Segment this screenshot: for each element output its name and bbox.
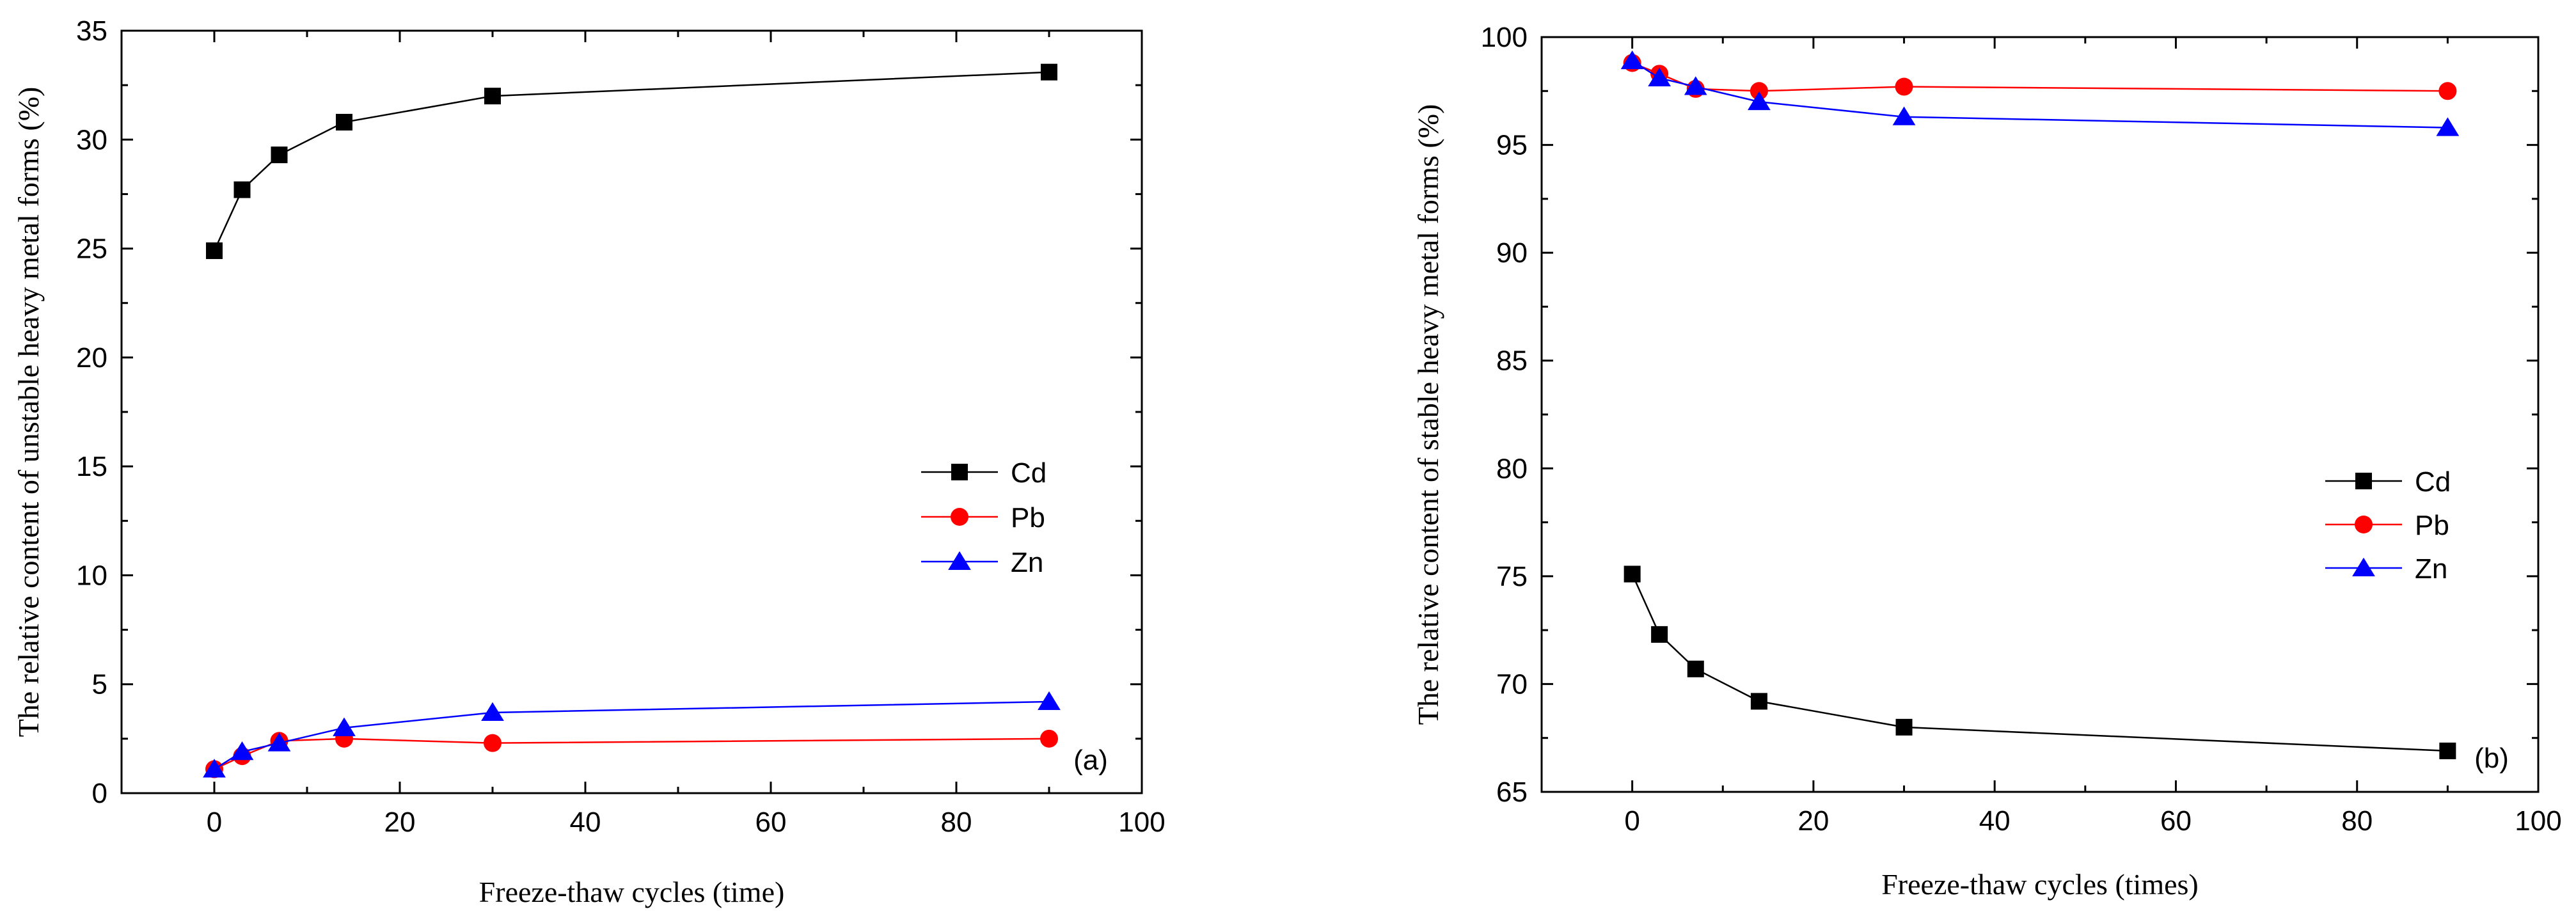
data-point-zn: [203, 759, 226, 778]
data-point-pb: [484, 734, 502, 752]
y-tick-label: 30: [76, 124, 107, 155]
x-tick-label: 40: [1979, 805, 2011, 837]
data-point-cd: [2439, 742, 2456, 759]
data-point-zn: [1684, 76, 1707, 95]
y-tick-label: 100: [1481, 22, 1528, 53]
series-line-cd: [1631, 573, 2448, 752]
x-tick-label: 0: [207, 807, 222, 838]
legend-marker-cd: [2355, 473, 2372, 489]
data-point-cd: [1624, 565, 1641, 583]
y-tick-label: 90: [1496, 237, 1528, 269]
y-tick-label: 80: [1496, 453, 1528, 484]
x-tick-label: 20: [384, 807, 416, 838]
x-tick-label: 80: [2341, 805, 2373, 837]
y-tick-label: 65: [1496, 777, 1528, 808]
data-point-cd: [1750, 693, 1767, 710]
data-point-zn: [2436, 117, 2460, 136]
legend-label-zn: Zn: [1011, 547, 1043, 578]
y-tick-label: 5: [92, 669, 107, 700]
data-point-cd: [1895, 718, 1913, 736]
legend-label-zn: Zn: [2415, 553, 2447, 585]
y-axis-title: The relative content of stable heavy met…: [1412, 104, 1444, 725]
y-tick-label: 0: [92, 778, 107, 809]
data-point-zn: [1620, 50, 1644, 70]
data-point-cd: [1041, 63, 1057, 81]
data-point-cd: [206, 242, 223, 259]
data-point-cd: [484, 88, 501, 105]
y-tick-label: 15: [76, 451, 107, 482]
data-point-cd: [271, 146, 288, 164]
legend-marker-pb: [951, 508, 968, 526]
y-tick-label: 25: [76, 233, 107, 265]
series-pb: [205, 729, 1058, 778]
legend-label-pb: Pb: [1011, 502, 1045, 533]
data-point-pb: [2438, 82, 2457, 100]
data-point-zn: [1038, 691, 1061, 710]
data-point-zn: [230, 741, 254, 761]
series-cd: [1624, 565, 2456, 759]
data-point-cd: [1687, 660, 1704, 677]
data-point-zn: [481, 702, 504, 721]
legend: Cd Pb Zn: [921, 457, 1047, 578]
legend: Cd Pb Zn: [2325, 466, 2451, 585]
y-tick-label: 20: [76, 342, 107, 374]
data-point-zn: [1648, 67, 1671, 87]
legend-label-cd: Cd: [1011, 457, 1047, 489]
y-tick-label: 95: [1496, 130, 1528, 161]
data-point-pb: [1750, 82, 1768, 100]
y-tick-label: 75: [1496, 561, 1528, 592]
panel-label: (a): [1073, 745, 1108, 776]
data-point-pb: [1040, 729, 1058, 748]
plot-frame: [1540, 36, 2540, 793]
x-tick-label: 80: [941, 807, 972, 838]
legend-label-cd: Cd: [2415, 466, 2451, 498]
chart-panel-1: 0 20 40 60 80 100 65 70 75 80 85 90 95 100 Freeze-thaw…: [1412, 22, 2562, 901]
x-tick-label: 100: [1118, 807, 1165, 838]
series-zn: [203, 691, 1061, 778]
data-point-cd: [336, 114, 352, 131]
legend-marker-zn: [948, 551, 971, 570]
series-line-cd: [213, 71, 1050, 251]
data-point-zn: [1748, 91, 1771, 111]
data-point-zn: [1892, 106, 1916, 125]
data-point-zn: [267, 732, 291, 752]
x-tick-label: 60: [755, 807, 787, 838]
y-tick-label: 70: [1496, 668, 1528, 700]
plot-frame: [120, 29, 1143, 794]
series-pb: [1623, 54, 2457, 100]
y-tick-label: 85: [1496, 345, 1528, 377]
legend-label-pb: Pb: [2415, 510, 2449, 541]
x-tick-label: 0: [1624, 805, 1640, 837]
x-tick-label: 100: [2515, 805, 2561, 837]
legend-marker-pb: [2355, 516, 2373, 533]
x-tick-label: 20: [1798, 805, 1829, 837]
series-cd: [206, 63, 1057, 259]
legend-marker-zn: [2352, 557, 2375, 576]
x-axis-title: Freeze-thaw cycles (times): [1881, 868, 2199, 901]
y-axis-title: The relative content of unstable heavy m…: [12, 87, 45, 738]
data-point-pb: [1895, 77, 1913, 96]
chart-panel-0: 0 20 40 60 80 100 0 5 10 15 20 25 30 35 Freeze-thaw cy…: [12, 15, 1166, 908]
series-zn: [1620, 50, 2460, 136]
data-point-cd: [233, 181, 251, 198]
panel-label: (b): [2474, 743, 2509, 774]
y-tick-label: 10: [76, 560, 107, 591]
data-point-zn: [333, 717, 356, 736]
y-tick-label: 35: [76, 15, 107, 47]
x-axis-title: Freeze-thaw cycles (time): [479, 876, 785, 908]
x-tick-label: 60: [2160, 805, 2192, 837]
legend-marker-cd: [951, 464, 968, 480]
data-point-cd: [1651, 626, 1668, 643]
x-tick-label: 40: [570, 807, 601, 838]
